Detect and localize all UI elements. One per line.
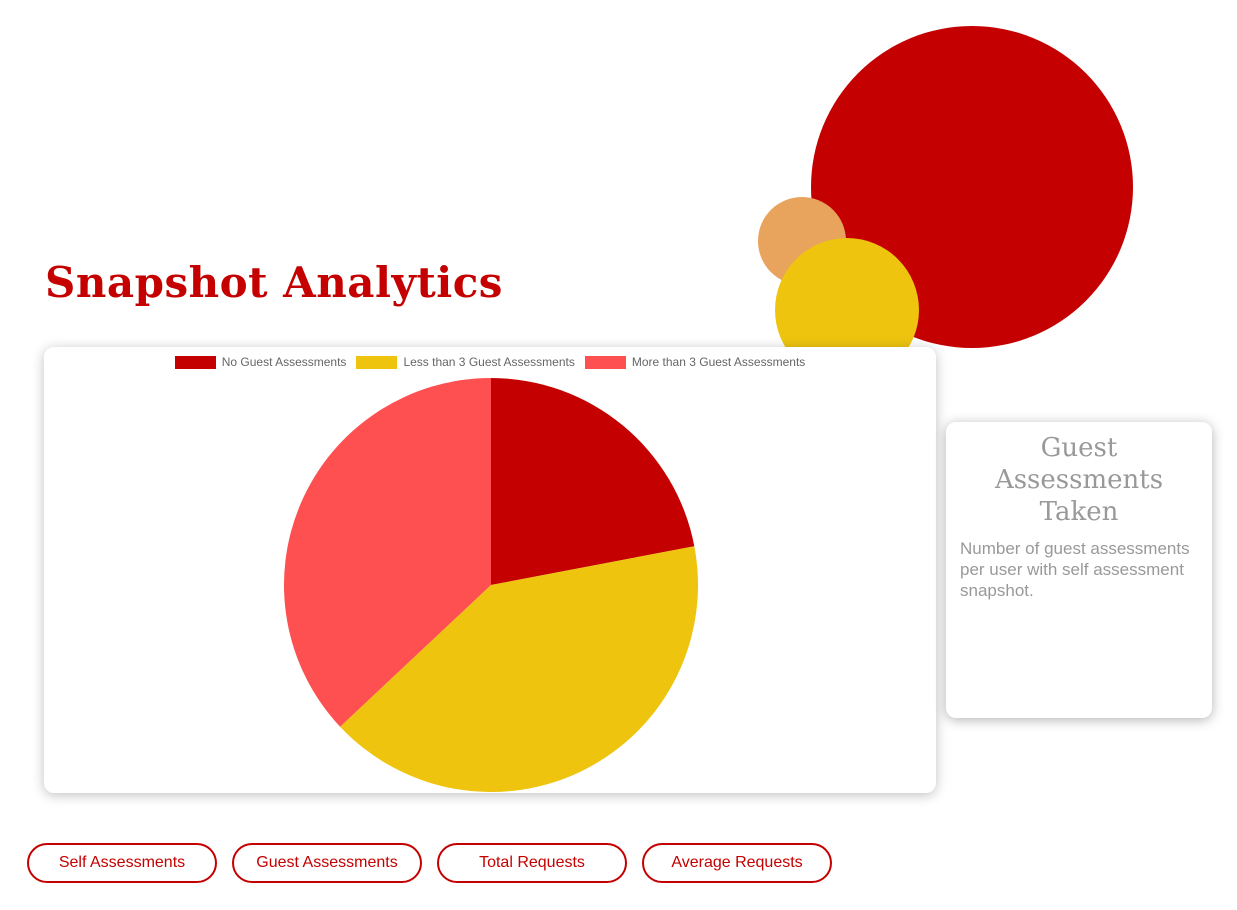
chart-legend: No Guest Assessments Less than 3 Guest As… [44,355,936,369]
total-requests-button[interactable]: Total Requests [437,843,627,883]
pie-chart [284,378,698,792]
average-requests-button[interactable]: Average Requests [642,843,832,883]
info-card-description: Number of guest assessments per user wit… [960,539,1190,600]
legend-swatch [584,355,626,369]
legend-label: No Guest Assessments [221,355,347,369]
page-title: Snapshot Analytics [45,258,503,307]
pie-chart-card: No Guest Assessments Less than 3 Guest As… [44,347,936,793]
bubble-yellow [775,238,919,382]
legend-label: Less than 3 Guest Assessments [403,355,575,369]
pie-slice-no-guest-assessments[interactable] [491,378,695,585]
self-assessments-button[interactable]: Self Assessments [27,843,217,883]
guest-assessments-button[interactable]: Guest Assessments [232,843,422,883]
legend-swatch [356,355,398,369]
pie-slice-more-than-3-guest-assessments[interactable] [284,378,491,727]
info-card-title: Guest Assessments Taken [994,433,1164,527]
legend-item[interactable]: No Guest Assessments [174,355,347,369]
info-card: Guest Assessments Taken Number of guest … [946,422,1212,718]
legend-item[interactable]: More than 3 Guest Assessments [584,355,806,369]
nav-buttons: Self Assessments Guest Assessments Total… [27,843,832,883]
legend-swatch [174,355,216,369]
legend-item[interactable]: Less than 3 Guest Assessments [356,355,575,369]
legend-label: More than 3 Guest Assessments [631,355,806,369]
pie-slice-less-than-3-guest-assessments[interactable] [340,546,698,792]
